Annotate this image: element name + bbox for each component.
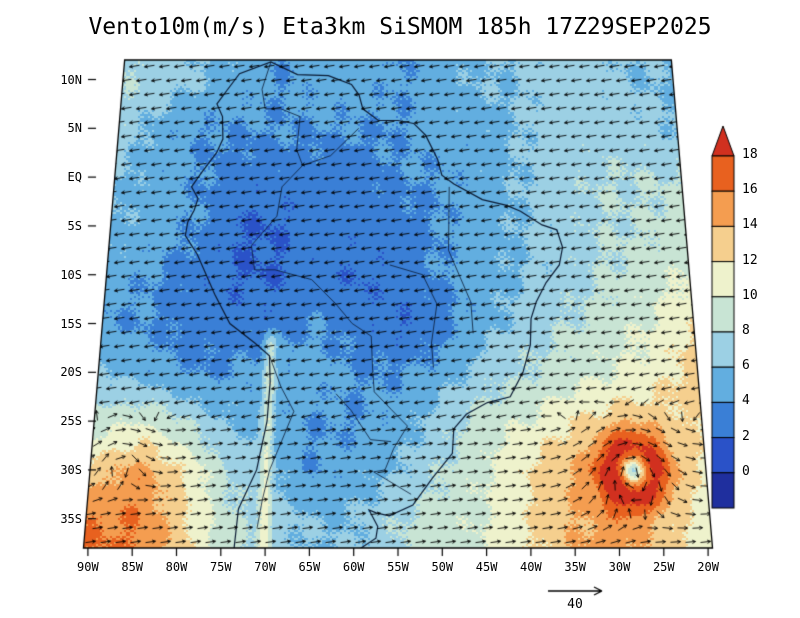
lon-tick-label: 25W [652,560,675,574]
lat-tick-label: EQ [67,170,82,185]
lon-tick-label: 35W [564,560,587,574]
colorbar-tick-label: 16 [742,182,758,198]
colorbar-tick-label: 14 [742,217,758,233]
lon-tick-label: 50W [431,560,454,574]
lon-tick-label: 90W [77,560,99,574]
lon-tick-label: 30W [608,560,631,574]
lon-tick-label: 20W [697,560,719,574]
lon-tick-label: 65W [298,560,321,574]
lon-tick-label: 55W [387,560,409,574]
colorbar-tick-label: 6 [742,358,750,374]
reference-vector-label: 40 [567,597,583,612]
lat-tick-label: 25S [60,414,82,429]
colorbar-tick-label: 10 [742,287,758,303]
lon-tick-label: 60W [342,560,365,574]
lon-tick-label: 45W [475,560,498,574]
colorbar-tick-label: 18 [742,147,758,162]
lat-tick-label: 5N [67,121,82,136]
colorbar-tick-label: 4 [742,393,750,409]
colorbar-tick-label: 0 [742,463,750,479]
lat-tick-label: 30S [60,462,82,477]
colorbar-tick-label: 8 [742,323,750,338]
lat-tick-label: 10S [60,267,82,282]
lon-tick-label: 85W [121,560,144,574]
lat-tick-label: 15S [60,316,82,331]
colorbar-tick-label: 12 [742,252,758,268]
lon-tick-label: 80W [165,560,188,574]
lat-tick-label: 20S [60,365,82,380]
lat-tick-label: 35S [60,511,82,526]
lon-tick-label: 75W [209,560,232,574]
lon-tick-label: 70W [254,560,276,574]
lat-tick-label: 5S [67,218,82,233]
lat-tick-label: 10N [60,72,82,87]
colorbar-tick-label: 2 [742,428,750,444]
lon-tick-label: 40W [520,560,542,574]
